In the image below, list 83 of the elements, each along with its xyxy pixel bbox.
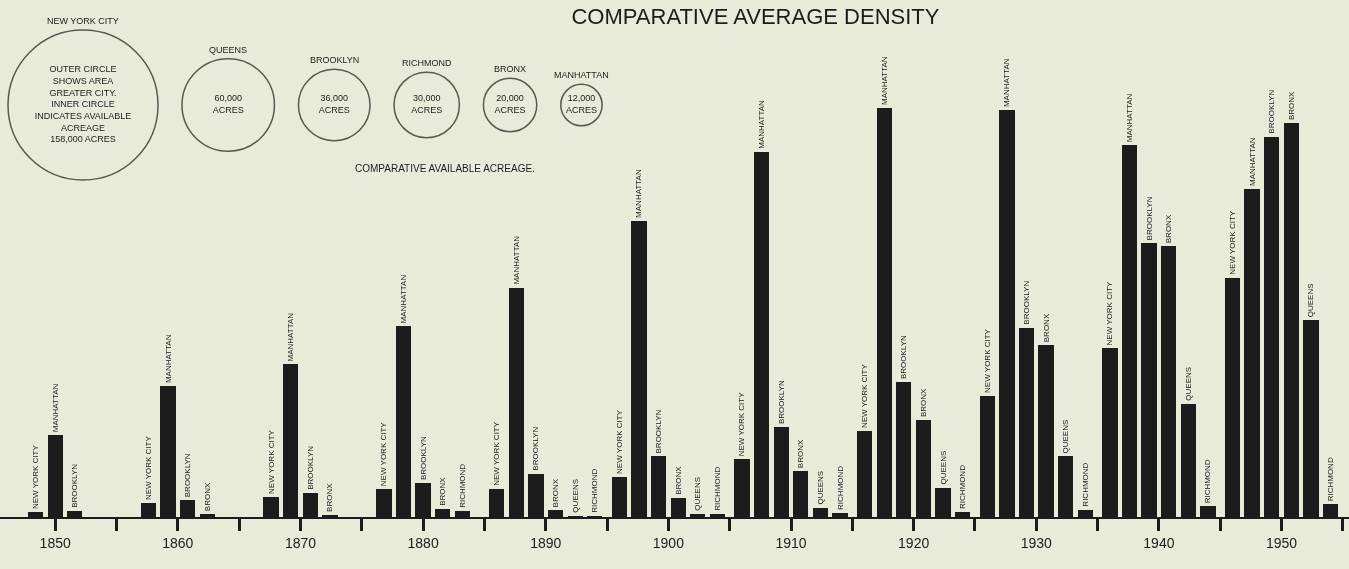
annotation: COMPARATIVE AVAILABLE ACREAGE. — [355, 163, 535, 174]
text: RICHMOND — [1203, 459, 1213, 504]
text: NEW YORK CITY — [1105, 281, 1115, 346]
text: BRONX — [918, 388, 928, 418]
category-label: BRONX — [494, 64, 527, 74]
data-label: 60,000 ACRES — [212, 93, 244, 116]
text: BRONX — [325, 483, 335, 512]
text: BROOKLYN — [183, 453, 193, 498]
text: MANHATTAN — [286, 312, 296, 362]
x-tick-label: 1930 — [1020, 534, 1053, 551]
text: NEW YORK CITY — [266, 430, 276, 494]
text: BROOKLYN — [305, 445, 315, 490]
x-tick-label: 1870 — [284, 534, 317, 551]
text: RICHMOND — [1080, 462, 1090, 507]
text: NEW YORK CITY — [1227, 210, 1237, 275]
text: BROOKLYN — [1021, 280, 1031, 325]
category-label: QUEENS — [209, 45, 248, 55]
text: NEW YORK CITY — [31, 445, 41, 510]
data-label: 12,000 ACRES — [565, 93, 597, 116]
x-tick-label: 1860 — [162, 534, 194, 551]
x-tick-label: 1890 — [530, 534, 562, 551]
text: BRONX — [796, 439, 806, 469]
text: BRONX — [673, 466, 683, 495]
text: MANHATTAN — [50, 383, 60, 433]
text: BRONX — [551, 479, 561, 508]
text: BRONX — [438, 477, 448, 506]
data-label: 30,000 ACRES — [411, 93, 443, 116]
text: QUEENS — [1183, 366, 1193, 401]
text: BROOKLYN — [1267, 89, 1277, 134]
text: QUEENS — [815, 470, 825, 505]
text: QUEENS — [1306, 283, 1316, 318]
text: BROOKLYN — [776, 380, 786, 425]
text: RICHMOND — [712, 466, 722, 511]
text: QUEENS — [938, 450, 948, 485]
text: MANHATTAN — [1002, 58, 1012, 108]
text: MANHATTAN — [1124, 93, 1134, 143]
text: RICHMOND — [1326, 457, 1336, 502]
text: RICHMOND — [958, 465, 968, 510]
text: BRONX — [1286, 91, 1296, 121]
text: RICHMOND — [835, 465, 845, 510]
text: NEW YORK CITY — [492, 421, 502, 486]
text: BROOKLYN — [70, 463, 80, 508]
text: QUEENS — [570, 478, 580, 513]
text: QUEENS — [693, 476, 703, 511]
data-label: 36,000 ACRES — [318, 93, 350, 116]
category-label: RICHMOND — [402, 58, 452, 68]
text: BROOKLYN — [654, 409, 664, 454]
text: MANHATTAN — [398, 274, 408, 324]
text: MANHATTAN — [163, 334, 173, 384]
text: NEW YORK CITY — [982, 329, 992, 393]
data-label: OUTER CIRCLE SHOWS AREA GREATER CITY. INNER CIRCLE INDICATES AVAILABLE ACREAGE 158,000 ACRES — [34, 64, 132, 145]
chart-title: COMPARATIVE AVERAGE DENSITY — [571, 3, 940, 29]
text: MANHATTAN — [1247, 137, 1257, 186]
x-tick-label: 1880 — [407, 534, 439, 551]
text: NEW YORK CITY — [737, 392, 747, 457]
text: MANHATTAN — [511, 235, 521, 285]
text: QUEENS — [1061, 419, 1071, 454]
category-label: NEW YORK CITY — [47, 16, 119, 26]
text: RICHMOND — [590, 468, 600, 513]
x-tick-label: 1910 — [775, 534, 807, 551]
text: NEW YORK CITY — [614, 410, 624, 474]
text: BROOKLYN — [899, 335, 909, 380]
text: MANHATTAN — [634, 169, 644, 218]
text: BRONX — [1041, 313, 1051, 343]
x-tick-label: 1950 — [1265, 534, 1298, 551]
x-tick-label: 1900 — [652, 534, 685, 551]
text: BRONX — [1164, 214, 1174, 244]
text: RICHMOND — [457, 463, 467, 508]
text: BROOKLYN — [531, 426, 541, 471]
text: MANHATTAN — [757, 100, 767, 149]
text: NEW YORK CITY — [860, 364, 870, 429]
data-label: 20,000 ACRES — [494, 93, 526, 116]
text: BRONX — [202, 482, 212, 512]
text: NEW YORK CITY — [143, 435, 153, 501]
x-tick-label: 1850 — [39, 534, 71, 551]
text: NEW YORK CITY — [379, 422, 389, 487]
text: MANHATTAN — [879, 56, 889, 105]
text: BROOKLYN — [418, 436, 428, 481]
x-tick-label: 1920 — [898, 534, 930, 551]
category-label: BROOKLYN — [310, 55, 360, 65]
x-tick-label: 1940 — [1143, 534, 1175, 551]
category-label: MANHATTAN — [554, 70, 609, 80]
text: BROOKLYN — [1144, 196, 1154, 241]
